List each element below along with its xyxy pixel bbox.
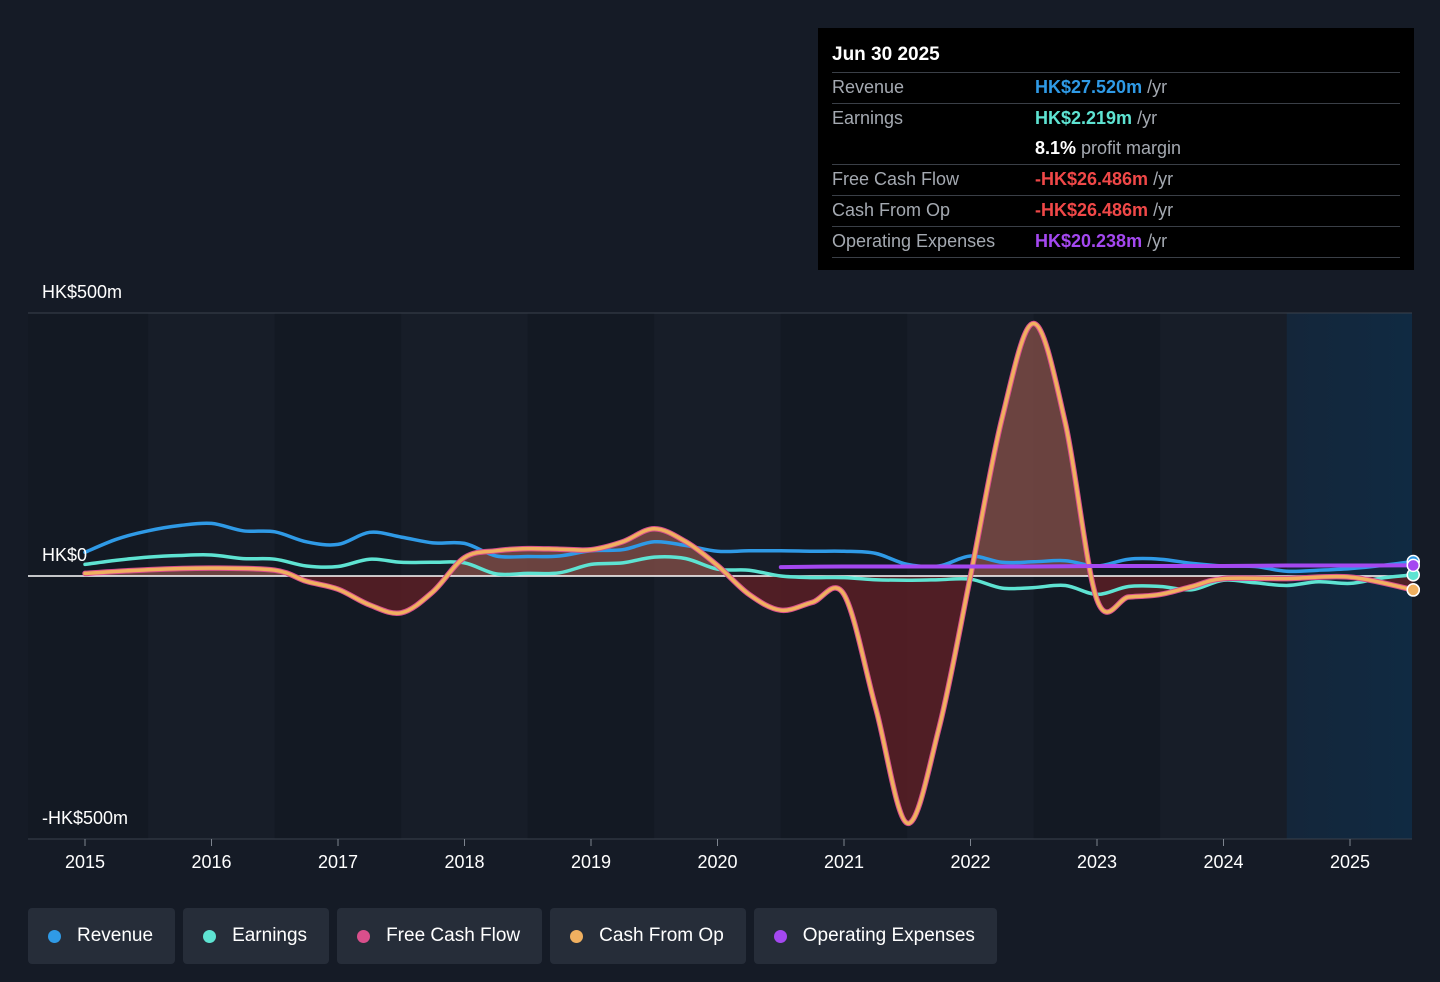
operating-expenses-line bbox=[778, 563, 1416, 570]
x-tick-label: 2016 bbox=[191, 852, 231, 872]
x-tick-label: 2025 bbox=[1330, 852, 1370, 872]
legend-item-revenue[interactable]: Revenue bbox=[28, 908, 176, 964]
operating-expenses-end-dot bbox=[1406, 558, 1420, 573]
tooltip-row-cash-from-op: Cash From Op -HK$26.486m /yr bbox=[832, 195, 1400, 226]
tooltip-value: 8.1% bbox=[1035, 138, 1077, 158]
legend-label: Earnings bbox=[232, 925, 308, 946]
tooltip-row-earnings: Earnings HK$2.219m /yr bbox=[832, 103, 1400, 134]
series-lines bbox=[82, 320, 1417, 826]
legend-label: Operating Expenses bbox=[802, 925, 975, 946]
legend-dot-icon bbox=[203, 929, 217, 943]
tooltip-row-operating-expenses: Operating Expenses HK$20.238m /yr bbox=[832, 226, 1400, 258]
tooltip-value: -HK$26.486m bbox=[1035, 200, 1149, 220]
legend-label: Free Cash Flow bbox=[386, 925, 521, 946]
tooltip-label: Earnings bbox=[832, 108, 904, 128]
tooltip-unit: /yr bbox=[1147, 231, 1168, 251]
x-tick-label: 2023 bbox=[1077, 852, 1117, 872]
tooltip-value: HK$27.520m bbox=[1035, 77, 1143, 97]
legend-dot-icon bbox=[357, 929, 371, 943]
x-tick-label: 2021 bbox=[824, 852, 864, 872]
tooltip-value: HK$20.238m bbox=[1035, 231, 1143, 251]
legend-label: Cash From Op bbox=[599, 925, 724, 946]
legend-dot-icon bbox=[48, 929, 61, 943]
tooltip-row-free-cash-flow: Free Cash Flow -HK$26.486m /yr bbox=[832, 164, 1400, 195]
x-axis-ticks: 2015 2016 2017 2018 2019 2020 2021 2022 2023 2024… bbox=[65, 839, 1370, 872]
tooltip-label: Operating Expenses bbox=[832, 231, 996, 251]
y-bottom-label: -HK$500m bbox=[42, 808, 128, 828]
x-tick-label: 2020 bbox=[697, 852, 737, 872]
tooltip-date: Jun 30 2025 bbox=[832, 44, 940, 65]
earnings-line bbox=[83, 553, 1416, 597]
tooltip-row-revenue: Revenue HK$27.520m /yr bbox=[832, 72, 1400, 103]
cash-from-op-end-dot bbox=[1406, 583, 1420, 597]
tooltip-value: HK$2.219m bbox=[1035, 108, 1133, 128]
tooltip-unit: /yr bbox=[1153, 169, 1174, 189]
legend-dot-icon bbox=[773, 929, 787, 943]
legend-item-cash-from-op[interactable]: Cash From Op bbox=[550, 908, 746, 964]
tooltip-label: Cash From Op bbox=[832, 200, 951, 220]
tooltip-unit: /yr bbox=[1153, 200, 1174, 220]
x-tick-label: 2017 bbox=[318, 852, 358, 872]
cash-from-op-line bbox=[83, 321, 1416, 825]
x-tick-label: 2024 bbox=[1203, 852, 1243, 872]
tooltip-value: -HK$26.486m bbox=[1035, 169, 1149, 189]
tooltip-row-profit-margin: 8.1% profit margin bbox=[832, 134, 1400, 164]
legend-item-free-cash-flow[interactable]: Free Cash Flow bbox=[337, 908, 543, 964]
y-top-label: HK$500m bbox=[42, 282, 122, 302]
chart: HK$500m HK$0 -HK$500m 2015 2016 2017 2018 20… bbox=[28, 282, 1420, 872]
tooltip-unit: /yr bbox=[1147, 77, 1168, 97]
tooltip-label bbox=[832, 134, 1035, 164]
x-tick-label: 2022 bbox=[950, 852, 990, 872]
legend: Revenue Earnings Free Cash Flow Cash Fro… bbox=[28, 908, 997, 964]
x-tick-label: 2018 bbox=[444, 852, 484, 872]
x-tick-label: 2015 bbox=[65, 852, 105, 872]
y-zero-label: HK$0 bbox=[42, 545, 87, 565]
tooltip-panel: Jun 30 2025 Revenue HK$27.520m /yr Earni… bbox=[818, 28, 1414, 270]
legend-dot-icon bbox=[570, 929, 584, 943]
tooltip-unit: profit margin bbox=[1081, 138, 1182, 158]
tooltip-label: Revenue bbox=[832, 77, 905, 97]
x-tick-label: 2019 bbox=[571, 852, 611, 872]
tooltip-label: Free Cash Flow bbox=[832, 169, 960, 189]
legend-item-operating-expenses[interactable]: Operating Expenses bbox=[753, 908, 997, 964]
legend-label: Revenue bbox=[77, 925, 154, 946]
tooltip-unit: /yr bbox=[1137, 108, 1158, 128]
revenue-line bbox=[83, 521, 1416, 574]
legend-item-earnings[interactable]: Earnings bbox=[183, 908, 330, 964]
series-end-dots bbox=[1406, 554, 1420, 597]
